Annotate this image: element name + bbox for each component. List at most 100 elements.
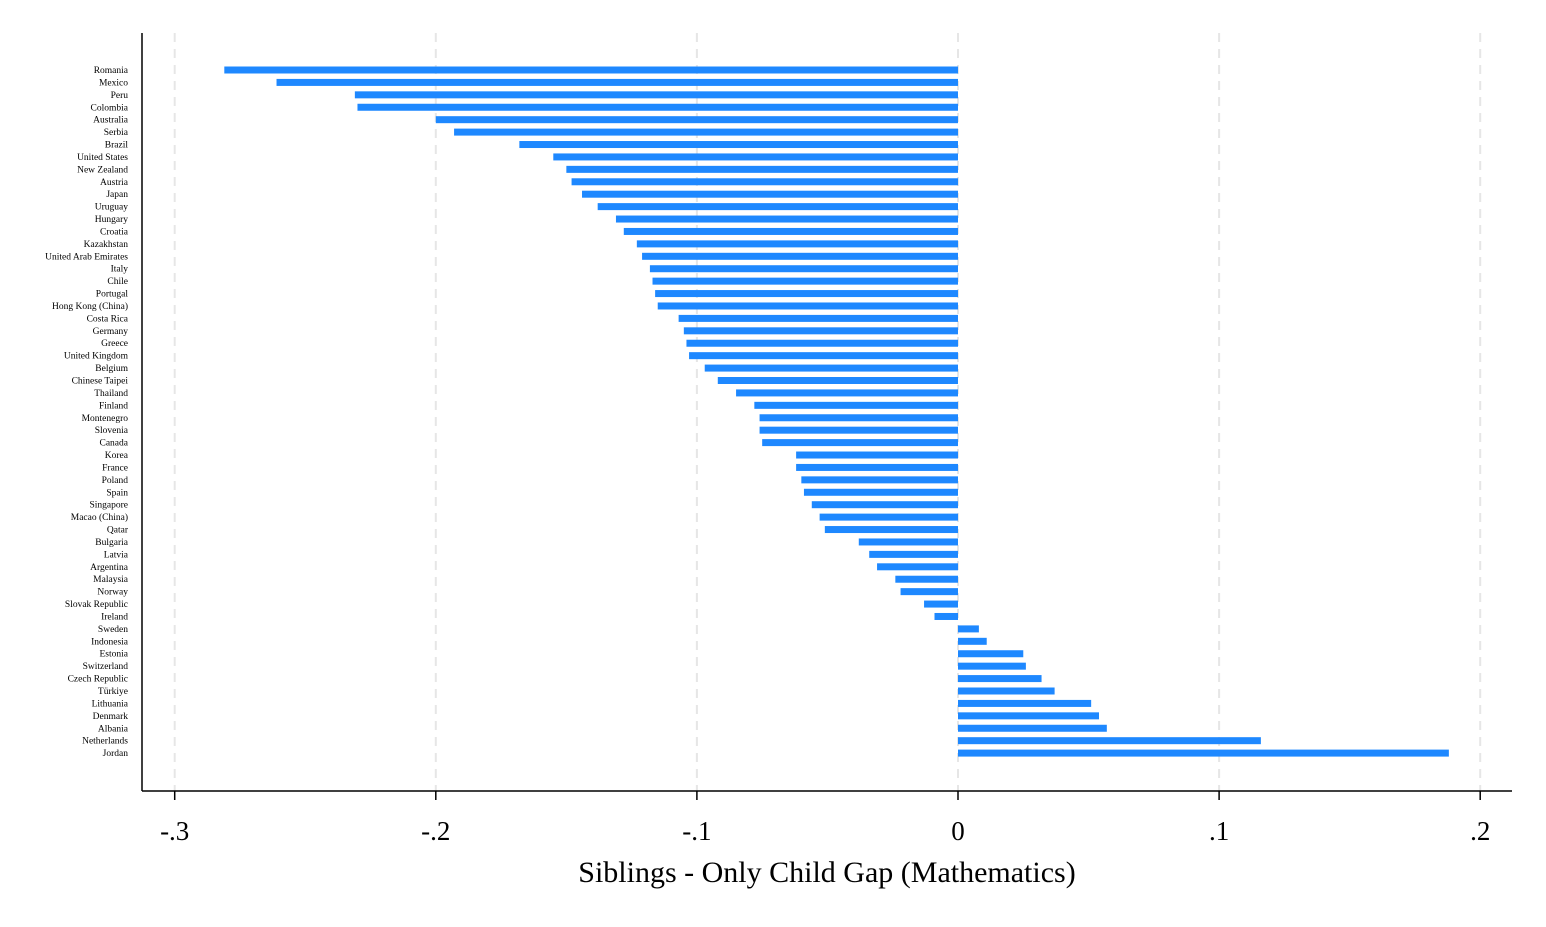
category-label: Kazakhstan xyxy=(84,240,129,250)
category-label: Belgium xyxy=(95,364,128,374)
category-labels: Romania Mexico Peru Colombia Australia Serbia… xyxy=(45,66,129,759)
bar xyxy=(762,439,958,447)
bar xyxy=(869,550,958,558)
category-label: Canada xyxy=(100,439,129,449)
bar xyxy=(652,277,958,285)
category-label: Portugal xyxy=(96,290,129,300)
bar xyxy=(759,426,958,434)
x-tick-label: .2 xyxy=(1470,816,1490,846)
category-label: United States xyxy=(77,153,128,163)
bar xyxy=(642,252,958,260)
x-axis-ticks: -.3 -.2 -.1 0 .1 .2 xyxy=(160,791,1490,846)
bar xyxy=(900,588,958,596)
category-label: Germany xyxy=(93,327,129,337)
bar xyxy=(958,637,987,645)
category-label: Argentina xyxy=(90,563,129,573)
bar xyxy=(571,178,958,186)
bar xyxy=(811,501,958,509)
bar xyxy=(655,290,958,298)
bar xyxy=(224,66,958,74)
category-label: Ireland xyxy=(101,612,128,622)
category-label: Netherlands xyxy=(82,737,128,747)
bar xyxy=(803,488,958,496)
category-label: Mexico xyxy=(99,78,128,88)
bar xyxy=(519,141,958,149)
category-label: Romania xyxy=(94,66,129,76)
x-tick-label: .1 xyxy=(1209,816,1229,846)
bar xyxy=(686,339,958,347)
bar xyxy=(357,103,959,111)
category-label: Slovak Republic xyxy=(65,600,128,610)
category-label: United Arab Emirates xyxy=(45,252,128,262)
bars xyxy=(224,66,1449,757)
category-label: Slovenia xyxy=(95,426,129,436)
category-label: Hong Kong (China) xyxy=(52,301,128,312)
bar xyxy=(958,737,1261,745)
category-label: Hungary xyxy=(95,215,128,225)
bar xyxy=(958,662,1026,670)
bar xyxy=(759,414,958,422)
bar xyxy=(354,91,958,99)
category-label: France xyxy=(102,463,128,473)
category-label: Bulgaria xyxy=(95,538,128,548)
x-tick-label: -.3 xyxy=(160,816,189,846)
category-label: Jordan xyxy=(103,749,129,759)
bar xyxy=(958,749,1449,757)
bar xyxy=(895,575,958,583)
x-tick-label: 0 xyxy=(951,816,965,846)
category-label: Brazil xyxy=(105,141,129,151)
category-label: Malaysia xyxy=(93,575,129,585)
category-label: Sweden xyxy=(98,625,128,635)
bar xyxy=(819,513,958,521)
bar xyxy=(683,327,958,335)
category-label: Poland xyxy=(102,476,129,486)
category-label: Finland xyxy=(99,401,128,411)
bar xyxy=(623,227,958,235)
category-label: Montenegro xyxy=(82,414,129,424)
bar xyxy=(435,116,958,124)
category-label: Italy xyxy=(111,265,129,275)
category-label: Colombia xyxy=(91,103,129,113)
category-label: Uruguay xyxy=(95,203,128,213)
bar xyxy=(801,476,958,484)
bar xyxy=(958,625,979,633)
bar xyxy=(566,165,958,173)
category-label: Thailand xyxy=(94,389,128,399)
category-label: United Kingdom xyxy=(64,352,129,362)
bar xyxy=(717,377,958,384)
bar xyxy=(858,538,958,546)
bar xyxy=(615,215,958,223)
bar xyxy=(754,401,958,409)
x-tick-label: -.2 xyxy=(421,816,450,846)
bar xyxy=(657,302,958,310)
category-label: Greece xyxy=(101,339,128,349)
bar xyxy=(958,724,1107,732)
category-label: Spain xyxy=(106,488,128,498)
bar xyxy=(597,203,958,211)
category-label: Macao (China) xyxy=(71,512,128,523)
bar xyxy=(934,612,958,620)
category-label: Indonesia xyxy=(91,637,129,647)
bar xyxy=(704,364,958,372)
category-label: Serbia xyxy=(104,128,129,138)
category-label: Croatia xyxy=(100,227,129,237)
category-label: Switzerland xyxy=(83,662,129,672)
category-label: Latvia xyxy=(104,550,129,560)
category-label: Austria xyxy=(100,178,129,188)
category-label: Australia xyxy=(93,116,129,126)
category-label: Korea xyxy=(105,451,129,461)
bar xyxy=(649,265,958,273)
category-label: Albania xyxy=(98,724,129,734)
category-label: Peru xyxy=(111,91,129,101)
category-label: Norway xyxy=(97,588,128,598)
bar xyxy=(958,675,1042,683)
bar xyxy=(958,699,1092,707)
x-axis-title: Siblings - Only Child Gap (Mathematics) xyxy=(578,856,1075,889)
category-label: Chinese Taipei xyxy=(72,377,129,387)
category-label: Chile xyxy=(107,277,128,287)
bar xyxy=(824,526,958,534)
category-label: Japan xyxy=(106,190,128,200)
category-label: Türkiye xyxy=(98,687,128,697)
bar xyxy=(553,153,958,161)
